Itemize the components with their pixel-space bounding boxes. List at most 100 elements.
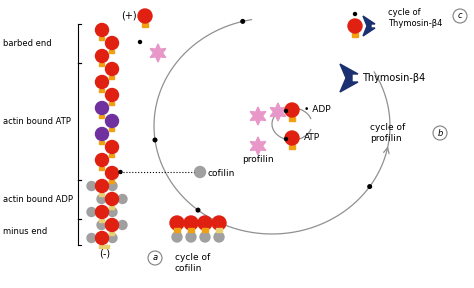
- Circle shape: [97, 221, 106, 230]
- Bar: [100, 219, 104, 222]
- Circle shape: [170, 216, 184, 230]
- Circle shape: [87, 181, 96, 190]
- Bar: [100, 37, 104, 40]
- Bar: [216, 228, 222, 232]
- Circle shape: [285, 131, 299, 145]
- Circle shape: [108, 234, 117, 242]
- Circle shape: [368, 185, 372, 188]
- Circle shape: [95, 179, 109, 192]
- Bar: [109, 128, 115, 131]
- Polygon shape: [250, 137, 266, 155]
- Circle shape: [186, 232, 196, 242]
- Text: • ADP: • ADP: [304, 105, 331, 115]
- Bar: [100, 166, 104, 170]
- Text: minus end: minus end: [3, 227, 47, 236]
- Circle shape: [108, 207, 117, 217]
- Circle shape: [184, 216, 198, 230]
- Circle shape: [153, 138, 157, 142]
- Circle shape: [106, 166, 118, 179]
- Circle shape: [119, 170, 122, 173]
- Circle shape: [194, 166, 206, 177]
- Circle shape: [108, 181, 117, 190]
- Circle shape: [284, 109, 288, 113]
- Text: cycle of
cofilin: cycle of cofilin: [175, 253, 210, 273]
- Bar: [109, 75, 115, 79]
- Text: c: c: [458, 12, 462, 20]
- Bar: [109, 101, 115, 105]
- Bar: [104, 245, 109, 248]
- Circle shape: [95, 75, 109, 88]
- Circle shape: [95, 24, 109, 37]
- Bar: [188, 228, 194, 232]
- Circle shape: [348, 19, 362, 33]
- Text: (+): (+): [121, 10, 137, 20]
- Circle shape: [284, 137, 288, 141]
- Bar: [289, 145, 295, 149]
- Polygon shape: [270, 103, 286, 121]
- Bar: [109, 179, 115, 183]
- Circle shape: [453, 9, 467, 23]
- Circle shape: [95, 206, 109, 219]
- Bar: [142, 23, 148, 27]
- Text: actin bound ADP: actin bound ADP: [3, 194, 73, 204]
- Circle shape: [95, 154, 109, 166]
- Bar: [100, 141, 104, 144]
- Circle shape: [106, 141, 118, 154]
- Bar: [100, 62, 104, 66]
- Circle shape: [138, 9, 152, 23]
- Bar: [289, 117, 295, 121]
- Circle shape: [241, 20, 245, 23]
- Text: (-): (-): [100, 248, 110, 258]
- Circle shape: [148, 251, 162, 265]
- Circle shape: [214, 232, 224, 242]
- Circle shape: [118, 221, 127, 230]
- Circle shape: [106, 37, 118, 50]
- Circle shape: [212, 216, 226, 230]
- Circle shape: [87, 207, 96, 217]
- Circle shape: [106, 62, 118, 75]
- Text: profilin: profilin: [242, 156, 274, 164]
- Circle shape: [95, 101, 109, 115]
- Bar: [109, 154, 115, 157]
- Bar: [100, 88, 104, 92]
- Bar: [100, 245, 104, 248]
- Text: Thymosin-β4: Thymosin-β4: [362, 73, 425, 83]
- Circle shape: [106, 219, 118, 232]
- Text: a: a: [153, 253, 157, 262]
- Circle shape: [106, 115, 118, 128]
- Circle shape: [95, 128, 109, 141]
- Text: cycle of
Thymosin-β4: cycle of Thymosin-β4: [388, 8, 442, 28]
- Circle shape: [118, 194, 127, 204]
- Circle shape: [106, 88, 118, 101]
- Text: actin bound ATP: actin bound ATP: [3, 117, 71, 126]
- Circle shape: [97, 194, 106, 204]
- Bar: [202, 228, 208, 232]
- Bar: [100, 192, 104, 196]
- Text: b: b: [438, 128, 443, 137]
- Circle shape: [285, 103, 299, 117]
- Bar: [174, 228, 180, 232]
- Polygon shape: [250, 107, 266, 125]
- Bar: [109, 232, 115, 235]
- Circle shape: [196, 208, 200, 212]
- Text: cycle of
profilin: cycle of profilin: [370, 123, 405, 143]
- Circle shape: [172, 232, 182, 242]
- Circle shape: [200, 232, 210, 242]
- Circle shape: [433, 126, 447, 140]
- Circle shape: [198, 216, 212, 230]
- Circle shape: [138, 41, 142, 43]
- Circle shape: [95, 50, 109, 62]
- Bar: [109, 50, 115, 53]
- Circle shape: [95, 232, 109, 245]
- Circle shape: [354, 12, 356, 16]
- Bar: [100, 115, 104, 118]
- Bar: [352, 33, 358, 37]
- Text: cofilin: cofilin: [208, 168, 236, 177]
- Text: ATP: ATP: [304, 134, 320, 143]
- Bar: [109, 206, 115, 209]
- Text: barbed end: barbed end: [3, 39, 52, 48]
- Polygon shape: [363, 16, 375, 36]
- Polygon shape: [340, 64, 358, 92]
- Circle shape: [106, 192, 118, 206]
- Circle shape: [87, 234, 96, 242]
